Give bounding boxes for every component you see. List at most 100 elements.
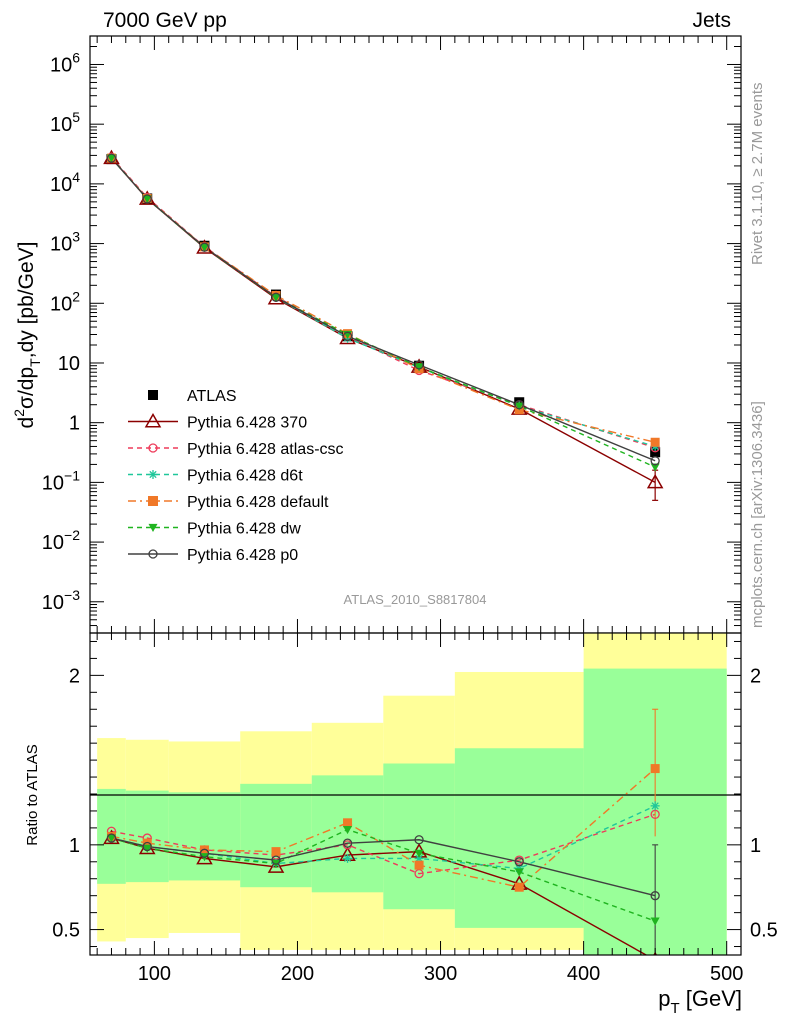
main-marker-series-3 xyxy=(650,437,660,447)
ratio-marker-series-4 xyxy=(343,825,353,835)
main-y-tick-label: 10−3 xyxy=(42,587,80,614)
legend-entry: Pythia 6.428 d6t xyxy=(128,468,303,485)
ratio-marker-series-3 xyxy=(271,847,281,857)
legend-entry: Pythia 6.428 dw xyxy=(128,521,301,538)
main-marker-series-4 xyxy=(414,363,424,372)
x-tick-label: 500 xyxy=(710,963,743,985)
ratio-marker-series-2 xyxy=(343,853,353,863)
main-marker-series-4 xyxy=(650,463,660,472)
legend-marker xyxy=(148,496,158,506)
legend-marker xyxy=(148,443,158,453)
ratio-marker-series-5 xyxy=(199,848,210,858)
stat-uncertainty-band xyxy=(125,790,169,883)
main-marker-series-5 xyxy=(106,153,117,163)
ylabel-sub: T xyxy=(27,358,43,367)
ratio-line-series-4 xyxy=(111,828,656,922)
main-marker-series-5 xyxy=(514,400,524,410)
ratio-series-lines xyxy=(111,768,656,955)
x-tick-label: 400 xyxy=(567,963,600,985)
main-frame xyxy=(89,35,742,634)
analysis-id-label: ATLAS_2010_S8817804 xyxy=(344,592,487,607)
main-y-tick-label: 106 xyxy=(50,49,80,76)
main-series-lines xyxy=(110,156,656,483)
ratio-marker-series-5 xyxy=(342,838,353,848)
ratio-marker-series-5 xyxy=(414,835,424,845)
ratio-axis-ticks xyxy=(90,633,741,955)
ylabel-tail: ,dy [pb/GeV] xyxy=(15,242,38,359)
main-y-tick-label: 10−1 xyxy=(42,467,80,494)
ratio-marker-series-5 xyxy=(650,891,660,901)
ratio-marker-series-4 xyxy=(650,917,660,926)
ratio-marker-series-3 xyxy=(514,882,524,892)
ylabel-rest: σ/dp xyxy=(15,367,38,409)
main-marker-series-4 xyxy=(514,402,524,411)
main-series-markers xyxy=(103,149,664,489)
ratio-line-series-5 xyxy=(111,837,656,897)
legend: ATLAS Pythia 6.428 370 Pythia 6.428 atlas-… xyxy=(128,388,344,564)
ratio-marker-series-5 xyxy=(271,855,281,865)
ratio-tick-labels: 0.5 0.5 1 1 2 2 100 200 300 400 500 xyxy=(52,665,778,985)
main-marker-series-5 xyxy=(650,456,660,466)
stat-uncertainty-band xyxy=(168,792,241,881)
main-axis-ticks xyxy=(90,35,741,634)
legend-entry: ATLAS xyxy=(148,388,237,405)
x-tick-label: 300 xyxy=(424,963,457,985)
ratio-y-tick-label-right: 2 xyxy=(750,665,761,687)
main-y-axis-label: d2σ/dpT,dy [pb/GeV] xyxy=(11,242,43,429)
ratio-line-series-1 xyxy=(111,813,656,875)
main-marker-series-5 xyxy=(342,331,353,341)
category-label: Jets xyxy=(692,9,731,32)
ratio-marker-series-2 xyxy=(650,801,660,811)
main-line-series-5 xyxy=(110,157,656,462)
legend-entry: Pythia 6.428 atlas-csc xyxy=(128,441,344,458)
main-marker-series-5 xyxy=(271,292,281,302)
xlabel-main: p xyxy=(658,986,670,1011)
ratio-marker-series-3 xyxy=(343,818,353,828)
ratio-y-tick-label: 0.5 xyxy=(52,920,80,942)
legend-entry: Pythia 6.428 p0 xyxy=(128,547,298,564)
legend-marker xyxy=(148,390,158,400)
ratio-marker-series-4 xyxy=(514,868,524,877)
ratio-panel: 0.5 0.5 1 1 2 2 100 200 300 400 500 Ratio to ATLAS… xyxy=(24,632,778,1017)
legend-label: Pythia 6.428 370 xyxy=(187,415,307,432)
legend-marker xyxy=(144,412,162,428)
legend-entry: Pythia 6.428 default xyxy=(128,494,329,511)
ratio-frame xyxy=(89,632,742,956)
ratio-y-tick-label-right: 1 xyxy=(750,835,761,857)
ratio-marker-series-5 xyxy=(106,833,117,843)
ratio-marker-series-0 xyxy=(267,858,285,873)
ratio-marker-series-3 xyxy=(650,764,660,774)
legend-label: Pythia 6.428 default xyxy=(187,494,329,511)
main-y-tick-label: 102 xyxy=(50,288,80,315)
main-y-tick-label: 10 xyxy=(58,353,80,375)
main-marker-series-5 xyxy=(199,242,210,252)
main-marker-series-4 xyxy=(199,243,209,252)
legend-label: Pythia 6.428 atlas-csc xyxy=(187,441,344,458)
ylabel-sup: 2 xyxy=(11,409,27,417)
ratio-y-tick-label: 1 xyxy=(69,835,80,857)
legend-marker xyxy=(148,523,158,532)
legend-marker xyxy=(148,470,158,479)
ratio-marker-series-4 xyxy=(414,849,424,858)
main-line-series-0 xyxy=(110,157,656,483)
ratio-marker-series-0 xyxy=(196,849,213,865)
x-axis-label: pT [GeV] xyxy=(658,986,742,1017)
main-marker-series-0 xyxy=(646,473,664,489)
stat-uncertainty-band xyxy=(240,783,312,888)
ylabel-main: d xyxy=(15,417,38,429)
ratio-series-markers xyxy=(103,764,660,955)
legend-label: Pythia 6.428 p0 xyxy=(187,547,298,564)
legend-label: Pythia 6.428 d6t xyxy=(187,468,303,485)
main-y-tick-label: 104 xyxy=(50,169,80,196)
ratio-uncertainty-bands xyxy=(97,633,727,955)
ratio-marker-series-5 xyxy=(514,857,524,867)
ratio-y-tick-label-right: 0.5 xyxy=(750,920,778,942)
rivet-label: Rivet 3.1.10, ≥ 2.7M events xyxy=(749,83,766,266)
main-y-tick-label: 1 xyxy=(69,413,80,435)
ratio-y-axis-label: Ratio to ATLAS xyxy=(24,744,41,845)
main-marker-series-4 xyxy=(142,195,152,204)
stat-uncertainty-band xyxy=(454,748,584,928)
